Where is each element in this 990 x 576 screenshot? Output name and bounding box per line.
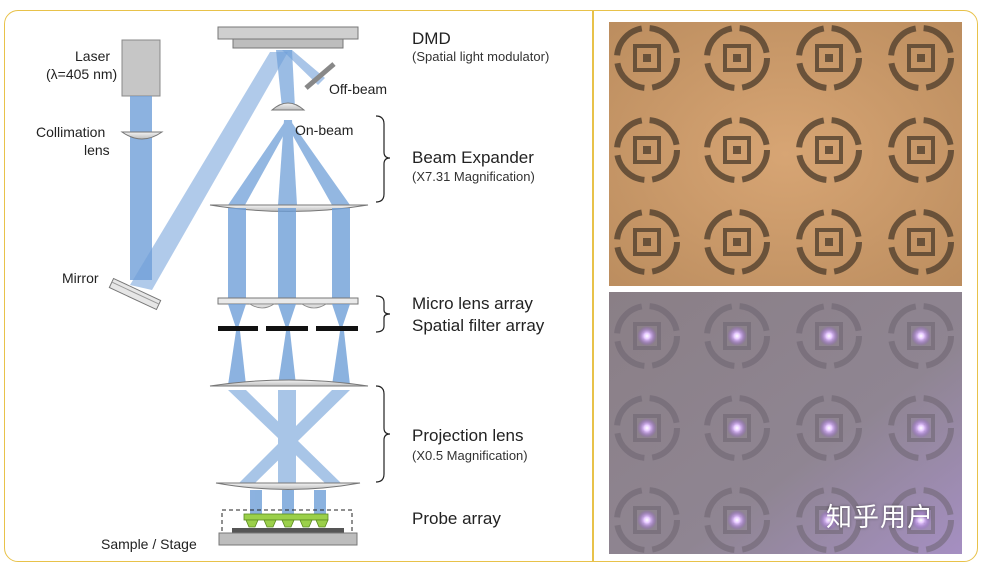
fluorescent-spot: [637, 326, 657, 346]
projection-lens-bottom: [215, 482, 361, 490]
dmd-sub-label: (Spatial light modulator): [412, 49, 550, 64]
collimated-beams: [228, 208, 350, 300]
micro-lens-array-label: Micro lens array: [412, 294, 533, 313]
dmd-base: [232, 38, 344, 49]
fluorescent-spot: [819, 418, 839, 438]
mirror-label: Mirror: [62, 270, 99, 286]
probe-array-label: Probe array: [412, 509, 501, 528]
fluorescent-spot: [819, 326, 839, 346]
panel-divider: [592, 11, 594, 561]
watermark: 知乎用户: [825, 503, 934, 533]
beam-expander-label: Beam Expander: [412, 148, 534, 167]
micro-pattern: [888, 25, 954, 91]
micro-pattern: [796, 117, 862, 183]
projection-lens-top: [209, 379, 369, 387]
micro-lens-array: [217, 297, 359, 305]
figure-frame: [4, 10, 978, 562]
micro-pattern: [796, 395, 862, 461]
micro-pattern: [704, 25, 770, 91]
probe-beams: [250, 490, 326, 514]
micro-pattern: [704, 303, 770, 369]
micro-pattern: [704, 395, 770, 461]
stage: [218, 532, 358, 546]
fluorescent-spot: [727, 326, 747, 346]
micro-pattern: [614, 487, 680, 553]
fluorescent-spot: [911, 510, 931, 530]
beam-dump: [304, 62, 336, 90]
expanded-beams: [228, 120, 350, 205]
micro-lenslets: [248, 303, 328, 309]
projection-lens-label: Projection lens: [412, 426, 524, 445]
spatial-filter-array-label: Spatial filter array: [412, 316, 545, 335]
dmd-label: DMD: [412, 29, 451, 48]
on-beam: [276, 50, 295, 108]
fluorescent-spot: [727, 418, 747, 438]
dmd-device: [217, 26, 359, 40]
micro-pattern: [888, 487, 954, 553]
fluorescent-spot: [819, 510, 839, 530]
laser-label: Laser: [75, 48, 111, 64]
laser-source: [121, 39, 161, 97]
micro-pattern: [796, 209, 862, 275]
fluorescent-spot: [911, 418, 931, 438]
beam-expander-sub-label: (X7.31 Magnification): [412, 169, 535, 184]
micro-pattern: [796, 25, 862, 91]
expander-input-lens: [270, 102, 306, 111]
micro-pattern: [614, 209, 680, 275]
mirror-to-dmd-beam: [130, 52, 288, 290]
focus-beams: [228, 304, 350, 328]
crossing-beams: [228, 390, 350, 484]
micrograph-fluorescence: 知乎用户: [609, 292, 962, 554]
micro-pattern: [704, 209, 770, 275]
micro-pattern: [614, 117, 680, 183]
optical-setup-diagram: [108, 26, 391, 546]
spatial-filter-array: [218, 326, 358, 331]
fluorescent-spot: [911, 326, 931, 346]
off-beam: [282, 50, 325, 85]
laser-beam: [130, 96, 152, 280]
on-beam-label: On-beam: [295, 122, 354, 138]
micro-pattern: [614, 25, 680, 91]
label-brackets: [375, 115, 391, 483]
micro-pattern: [888, 117, 954, 183]
micro-pattern: [614, 303, 680, 369]
mirror: [108, 277, 162, 311]
projection-lens-sub-label: (X0.5 Magnification): [412, 448, 528, 463]
sample: [232, 528, 344, 533]
probe-array: [243, 513, 329, 528]
micro-pattern: [704, 117, 770, 183]
fluorescent-spot: [727, 510, 747, 530]
micro-pattern: [796, 487, 862, 553]
diverging-beams: [228, 331, 350, 385]
laser-wavelength-label: (λ=405 nm): [46, 66, 118, 82]
off-beam-label: Off-beam: [329, 81, 388, 97]
micrograph-pattern: [609, 22, 962, 286]
sample-stage-label: Sample / Stage: [101, 536, 197, 552]
micro-pattern: [888, 209, 954, 275]
collimation-lens-label-2: lens: [84, 142, 110, 158]
collimation-lens-label: Collimation: [36, 124, 106, 140]
fluorescent-spot: [637, 510, 657, 530]
collimation-lens: [120, 131, 164, 140]
fluorescent-spot: [637, 418, 657, 438]
